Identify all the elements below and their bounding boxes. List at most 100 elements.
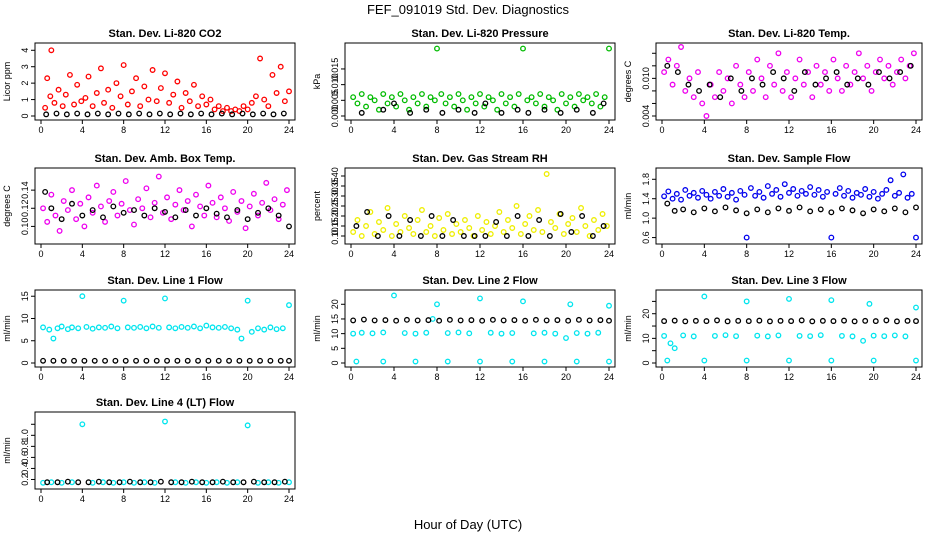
data-point (143, 185, 150, 192)
x-tick-label: 8 (744, 249, 749, 259)
data-point (468, 94, 475, 101)
x-tick-label: 24 (284, 494, 294, 504)
data-point (754, 332, 761, 339)
data-point (147, 479, 154, 486)
data-point (733, 207, 740, 214)
data-point (384, 100, 391, 107)
data-point (136, 110, 143, 117)
data-point (406, 225, 412, 231)
data-point (877, 56, 883, 63)
data-point (764, 333, 771, 340)
data-point (661, 332, 668, 339)
data-point (459, 97, 466, 104)
data-point (665, 56, 672, 63)
data-point (557, 109, 564, 116)
data-point (786, 207, 792, 214)
y-tick-label: 0.10 (20, 218, 30, 236)
data-point (380, 358, 387, 365)
data-point (157, 478, 164, 485)
data-point (703, 191, 710, 198)
x-tick-label: 12 (784, 372, 794, 382)
data-point (358, 329, 365, 336)
data-point (580, 97, 587, 104)
x-tick-label: 16 (201, 249, 211, 259)
x-tick-label: 0 (348, 125, 353, 135)
data-point (862, 186, 869, 192)
plot-frame (34, 42, 296, 121)
data-point (860, 210, 867, 217)
data-point (184, 324, 191, 331)
data-point (60, 198, 67, 204)
data-point (777, 317, 784, 324)
data-point (174, 357, 181, 364)
data-point (786, 295, 792, 302)
data-point (745, 318, 752, 325)
data-point (230, 188, 237, 195)
data-point (673, 190, 680, 197)
data-point (513, 203, 520, 209)
data-point (213, 210, 220, 217)
data-point (455, 91, 462, 97)
data-point (563, 100, 569, 107)
x-tick-label: 12 (160, 249, 170, 259)
data-point (44, 75, 51, 82)
data-point (391, 100, 397, 107)
data-point (767, 62, 773, 69)
data-point (269, 71, 276, 78)
data-point (93, 90, 100, 96)
data-point (431, 97, 438, 104)
data-point (259, 199, 266, 206)
x-tick-label: 24 (604, 125, 614, 135)
data-point (788, 318, 795, 325)
data-point (716, 192, 723, 199)
data-point (520, 298, 526, 305)
data-point (764, 209, 771, 216)
data-point (678, 196, 684, 203)
data-point (120, 297, 127, 304)
data-point (489, 97, 496, 104)
data-point (240, 103, 247, 110)
data-point (522, 317, 529, 324)
data-point (156, 110, 163, 117)
data-point (84, 111, 91, 118)
x-tick-label: 8 (121, 372, 126, 382)
data-point (423, 329, 430, 336)
data-point (462, 217, 468, 223)
data-point (246, 203, 253, 210)
data-point (858, 191, 864, 198)
data-point (427, 94, 434, 101)
data-point (584, 94, 591, 101)
x-tick-label: 4 (391, 125, 396, 135)
data-point (913, 357, 919, 364)
data-point (124, 324, 131, 331)
data-point (40, 357, 47, 364)
data-point (117, 93, 124, 100)
data-point (838, 205, 845, 212)
data-point (54, 479, 61, 486)
data-point (798, 187, 805, 194)
data-point (908, 190, 915, 197)
data-point (215, 357, 222, 364)
data-point (841, 192, 847, 199)
data-point (155, 324, 162, 331)
data-point (176, 187, 183, 194)
y-tick-label: 1 (20, 97, 30, 102)
data-point (588, 100, 595, 107)
chart-title: Stan. Dev. Line 4 (LT) Flow (96, 397, 235, 409)
y-tick-label: 20 (330, 299, 340, 309)
data-point (569, 215, 576, 221)
x-tick-label: 12 (784, 249, 794, 259)
x-tick-label: 20 (243, 125, 253, 135)
y-tick-label: 0.6 (641, 231, 651, 244)
y-tick-label: 1.0 (20, 429, 30, 442)
data-point (897, 69, 904, 76)
data-point (55, 86, 62, 93)
data-point (248, 99, 255, 106)
data-point (120, 62, 127, 69)
data-point (554, 106, 561, 113)
data-point (728, 189, 735, 196)
data-point (401, 213, 408, 219)
data-point (526, 213, 533, 219)
data-point (115, 110, 122, 117)
data-point (277, 357, 284, 364)
